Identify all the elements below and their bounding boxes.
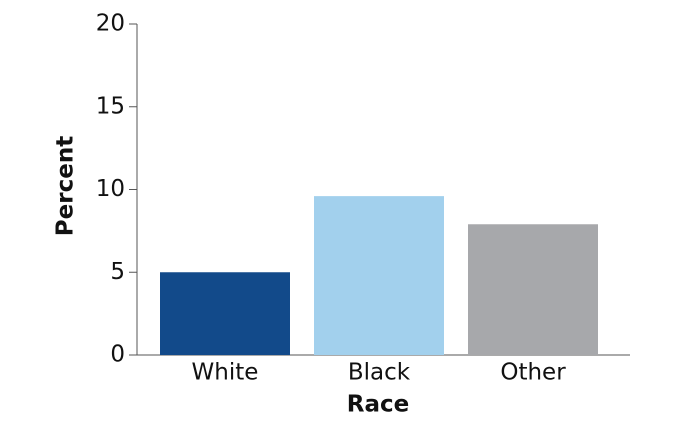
bar: [468, 224, 598, 355]
bar: [160, 272, 290, 355]
y-tick-label: 5: [110, 259, 125, 285]
y-tick-label: 20: [96, 11, 125, 37]
y-tick-label: 0: [110, 342, 125, 368]
y-tick-label: 10: [96, 176, 125, 202]
y-tick-label: 15: [96, 93, 125, 119]
x-tick-label: White: [192, 360, 259, 386]
x-axis-title: Race: [347, 392, 409, 418]
y-axis-title: Percent: [53, 136, 79, 236]
x-tick-label: Other: [500, 360, 566, 386]
x-tick-label: Black: [348, 360, 411, 386]
bar: [314, 196, 444, 355]
